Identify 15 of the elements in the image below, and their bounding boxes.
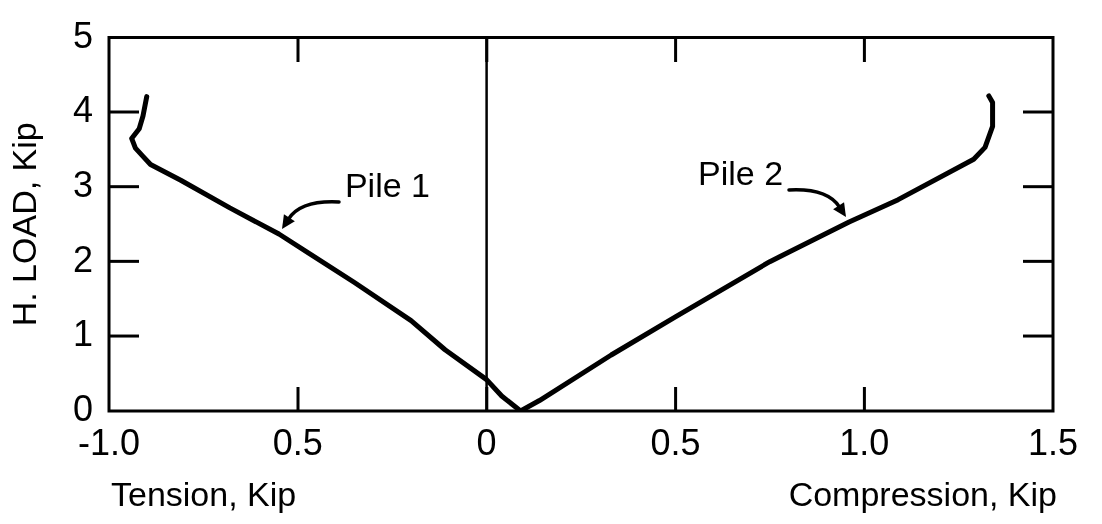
x-axis-title: Tension, Kip (111, 475, 297, 514)
y-tick-label: 4 (72, 89, 93, 131)
y-axis-title: H. LOAD, Kip (4, 122, 43, 327)
y-tick-label: 5 (72, 14, 93, 56)
y-tick-label: 3 (72, 163, 93, 205)
series-label: Pile 1 (344, 166, 430, 205)
x-tick-label: 0 (476, 421, 497, 463)
y-tick-label: 1 (72, 313, 93, 355)
x-tick-label: 1.5 (1027, 421, 1079, 463)
x-tick-label: 0.5 (650, 421, 701, 463)
series-label: Pile 2 (698, 154, 784, 193)
text: Compression, Kip (788, 475, 1057, 514)
x-tick-label: 1.0 (839, 421, 890, 463)
y-tick-label: 2 (72, 238, 93, 280)
x-tick-label: 0.5 (272, 421, 323, 463)
